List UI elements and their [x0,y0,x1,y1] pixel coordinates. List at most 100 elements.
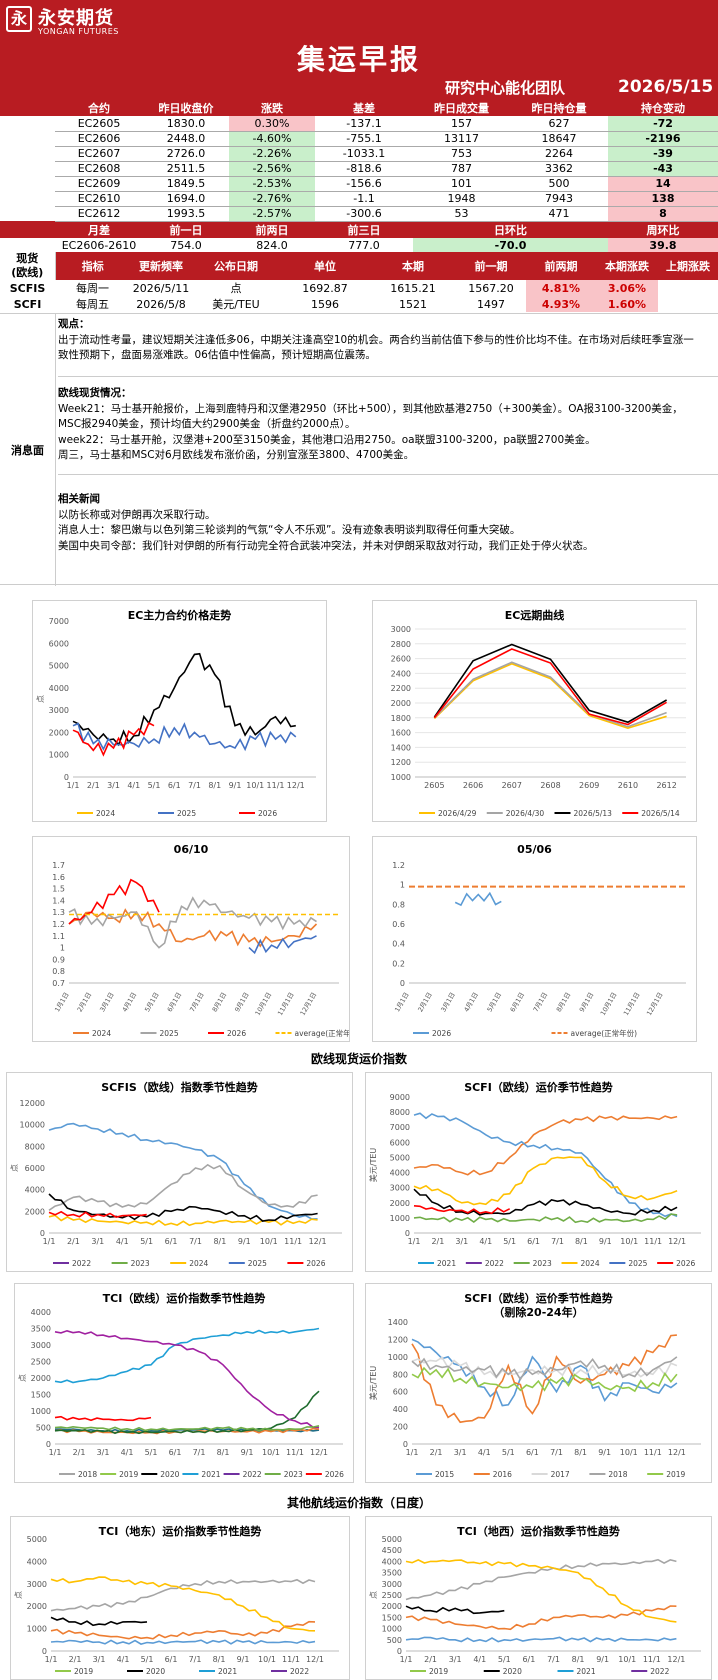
x-tick-label: 8/1 [208,781,221,790]
legend-label: 2020 [503,1667,522,1676]
y-tick-label: 800 [393,1370,408,1379]
table-cell: 2026/5/11 [132,281,190,295]
series-line-2026 [68,878,160,925]
series-line-2021 [54,1327,320,1384]
legend-label: 2022 [290,1667,309,1676]
table-cell: 每周五 [76,298,109,311]
company-logo: 永 [6,6,32,32]
table-cell: SCFI [13,297,42,311]
series-line-2021 [405,1558,677,1601]
legend-label: 2024 [189,1259,208,1268]
x-tick-label: 2606 [463,781,483,790]
section-title-other-index: 其他航线运价指数（日度） [286,1496,431,1510]
x-tick-label: 1月1日 [393,991,411,1013]
y-tick-label: 4500 [382,1546,402,1555]
x-tick-label: 11/1 [644,1448,662,1457]
legend-label: 2026/5/14 [641,809,680,818]
x-tick-label: 1/1 [43,1237,56,1246]
table-cell: 500 [510,176,608,192]
y-tick-label: 2000 [27,1602,47,1611]
y-tick-label: 3000 [27,1580,47,1589]
x-tick-label: 2605 [424,781,444,790]
series-line-2026x [405,1605,505,1615]
x-tick-label: 2/1 [87,781,100,790]
series-line-2020 [54,1390,320,1435]
col-header: 指标 [55,252,130,280]
view-text: 出于流动性考量，建议短期关注逢低多06，中期关注逢高空10的机会。两合约当前估值… [58,333,694,346]
spot-table: 现货 (欧线) 指标 更新频率 公布日期 单位 本期 前一期 前两期 本期涨跌 上… [0,252,718,312]
y-tick-label: 0.9 [52,955,65,964]
legend-label: 2026 [325,1470,344,1479]
x-tick-label: 5/1 [145,1448,158,1457]
y-tick-label: 1400 [388,1318,408,1327]
divider [58,474,718,475]
x-tick-label: 8/1 [213,1237,226,1246]
x-tick-label: 9/1 [598,1448,611,1457]
y-tick-label: 1 [400,881,405,890]
spot-side-label: 现货 (欧线) [0,252,56,280]
y-tick-label: 0 [400,979,405,988]
x-tick-label: 3月1日 [98,991,116,1013]
y-tick-label: 1.6 [52,873,65,882]
chart-svg: 5000 4000 3000 2000 1000 01/1 2/1 3/1 4/1 5/1 6/1 7… [14,1535,339,1676]
y-tick-label: 2500 [382,1591,402,1600]
legend-label: 2022 [485,1259,504,1268]
legend-label: 2015 [435,1470,454,1479]
spot-text: week22：马士基开舱，汉堡港+200至3150美金，其他港口沿用2750。o… [58,433,596,446]
table-cell: 157 [413,116,510,132]
chart-c1: EC主力合约价格走势 7000 6000 5000 4000 3000 2000 1000 0 1… [32,600,327,822]
table-cell: -2196 [608,131,718,147]
y-tick-label: 2000 [390,1199,410,1208]
company-name-en: YONGAN FUTURES [38,27,119,36]
x-tick-label: 2月1日 [416,991,434,1013]
legend-label: 2022 [243,1470,262,1479]
y-tick-label: 0.7 [52,979,65,988]
table-cell: 1830.0 [143,116,229,132]
series-line-2022 [48,1122,318,1220]
series-line-2022 [413,1112,678,1218]
table-cell: 101 [413,176,510,192]
table-cell: 824.0 [256,238,288,252]
table-row: EC2609 1849.5 -2.53% -156.6 101 500 14 [0,176,718,192]
col-header: 涨跌 [229,100,315,116]
x-tick-label: 11/1 [267,781,285,790]
legend-label: 2026 [432,1029,451,1038]
x-tick-label: 9/1 [599,1237,612,1246]
chart-svg: 4000 3500 3000 2500 2000 1500 1000 500 01/1 2/1 3/… [18,1308,344,1479]
y-tick-label: 4000 [27,1557,47,1566]
x-tick-label: 12/1 [667,1655,685,1664]
series-line-2016 [411,1334,677,1424]
series-line-2026 [454,891,502,907]
series-line-2023 [54,1425,320,1432]
y-tick-label: 1200 [391,758,411,767]
x-tick-label: 11/1 [643,1655,661,1664]
table-cell: 4.93% [526,296,596,312]
x-tick-label: 9月1日 [578,991,596,1013]
legend-label: 2019 [666,1470,685,1479]
x-tick-label: 2/1 [431,1237,444,1246]
legend-label: 2020 [146,1667,165,1676]
y-tick-label: 1.5 [52,885,65,894]
series-line-2026 [72,721,155,757]
x-tick-label: 10/1 [618,1655,636,1664]
table-cell: -2.53% [229,176,315,192]
y-tick-label: 5000 [49,662,69,671]
x-tick-label: 11月1日 [276,991,296,1017]
table-cell: 1993.5 [143,206,229,222]
series-line-2026/4/30 [433,661,667,728]
series-line-2023 [48,1214,318,1227]
chart-subtitle: （剔除20-24年） [493,1306,584,1319]
y-tick-label: 3000 [390,1184,410,1193]
series-line-2026/5/14 [433,648,667,726]
x-tick-label: 2609 [579,781,599,790]
y-tick-label: 500 [36,1424,51,1433]
table-cell: 18647 [510,131,608,147]
table-cell: -39 [608,146,718,162]
legend-label: 2021 [577,1667,596,1676]
x-tick-label: 6/1 [522,1655,535,1664]
col-header: 昨日持仓量 [510,100,608,116]
series-line-2024 [72,652,296,747]
table-cell: -300.6 [315,206,413,222]
y-tick-label: 2200 [391,684,411,693]
x-tick-label: 1/1 [67,781,80,790]
